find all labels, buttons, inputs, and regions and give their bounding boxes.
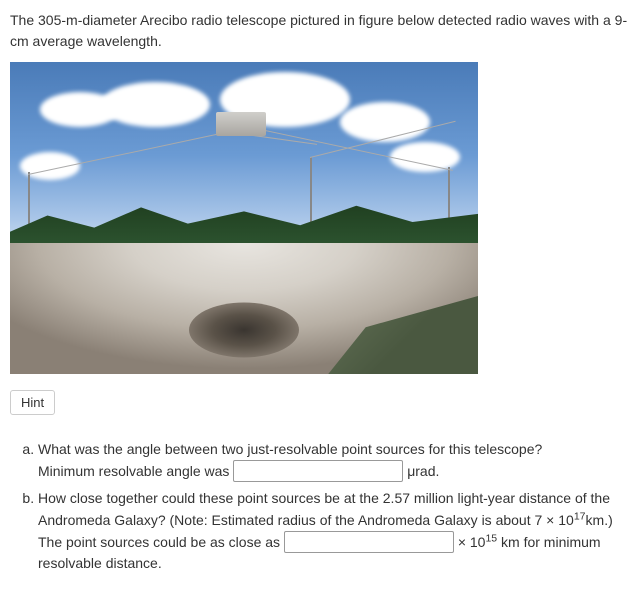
question-b-prompt: How close together could these point sou… — [38, 490, 613, 528]
answer-b-prefix: The point sources could be as close as — [38, 534, 280, 550]
question-a-prompt: What was the angle between two just-reso… — [38, 441, 542, 457]
question-b: How close together could these point sou… — [38, 488, 631, 574]
answer-a-unit: μrad. — [407, 463, 439, 479]
question-list: What was the angle between two just-reso… — [10, 439, 631, 574]
problem-intro: The 305-m-diameter Arecibo radio telesco… — [10, 10, 631, 52]
telescope-photo — [10, 62, 478, 374]
answer-a-input[interactable] — [233, 460, 403, 482]
question-a: What was the angle between two just-reso… — [38, 439, 631, 482]
hint-button[interactable]: Hint — [10, 390, 55, 415]
answer-b-input[interactable] — [284, 531, 454, 553]
answer-a-prefix: Minimum resolvable angle was — [38, 463, 229, 479]
